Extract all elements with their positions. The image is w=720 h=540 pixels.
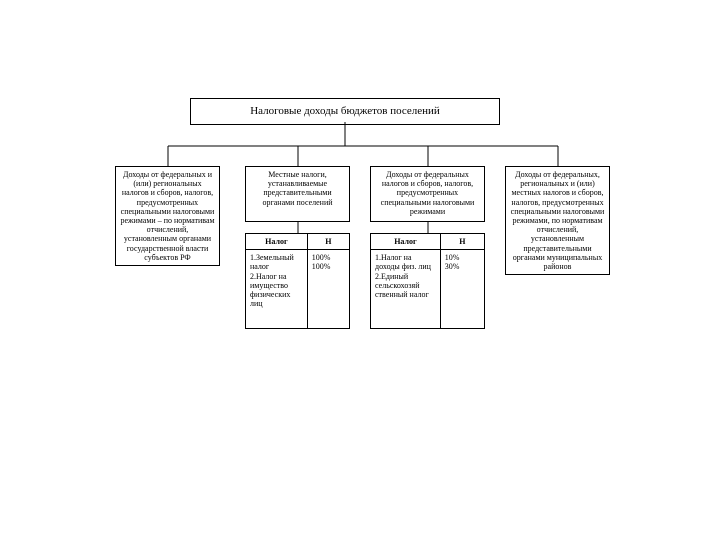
- table-left-header-tax: Налог: [246, 234, 308, 250]
- connectors: [0, 0, 720, 540]
- th-tax2: Налог: [394, 237, 416, 246]
- table-left-tax-cell: 1.Земельный налог 2.Налог на имущество ф…: [246, 250, 308, 329]
- title-box: Налоговые доходы бюджетов поселений: [190, 98, 500, 125]
- table-right: Налог Н 1.Налог на доходы физ. лиц 2.Еди…: [370, 233, 485, 329]
- td-n: 100% 100%: [312, 253, 331, 271]
- th-n2: Н: [459, 237, 465, 246]
- box-mid-left-head: Местные налоги, устанавливаемые представ…: [245, 166, 350, 222]
- box-right-text: Доходы от федеральных, региональных и (и…: [511, 170, 605, 271]
- th-n: Н: [325, 237, 331, 246]
- table-left: Налог Н 1.Земельный налог 2.Налог на иму…: [245, 233, 350, 329]
- table-right-tax-cell: 1.Налог на доходы физ. лиц 2.Единый сель…: [371, 250, 441, 329]
- box-mid-right-head-text: Доходы от федеральных налогов и сборов, …: [381, 170, 475, 216]
- table-left-n-cell: 100% 100%: [307, 250, 349, 329]
- table-right-n-cell: 10% 30%: [440, 250, 484, 329]
- box-right: Доходы от федеральных, региональных и (и…: [505, 166, 610, 275]
- td-n2: 10% 30%: [445, 253, 460, 271]
- box-left: Доходы от федеральных и (или) региональн…: [115, 166, 220, 266]
- table-right-header-tax: Налог: [371, 234, 441, 250]
- td-tax2: 1.Налог на доходы физ. лиц 2.Единый сель…: [375, 253, 431, 299]
- box-mid-right-head: Доходы от федеральных налогов и сборов, …: [370, 166, 485, 222]
- table-left-header-n: Н: [307, 234, 349, 250]
- title-text: Налоговые доходы бюджетов поселений: [250, 105, 440, 117]
- box-mid-left-head-text: Местные налоги, устанавливаемые представ…: [262, 170, 332, 207]
- box-left-text: Доходы от федеральных и (или) региональн…: [120, 170, 214, 262]
- th-tax: Налог: [265, 237, 287, 246]
- td-tax: 1.Земельный налог 2.Налог на имущество ф…: [250, 253, 294, 308]
- table-right-header-n: Н: [440, 234, 484, 250]
